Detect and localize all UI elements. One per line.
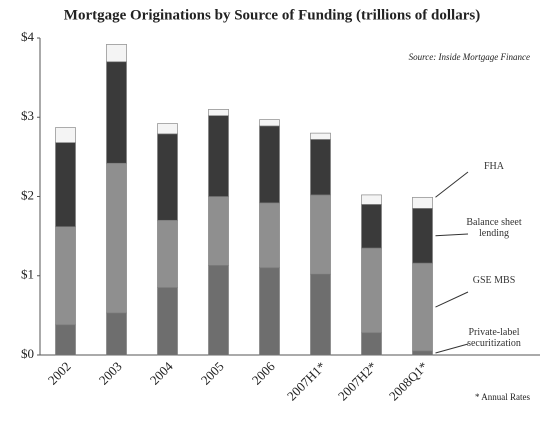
bar-segment	[157, 123, 178, 135]
bar-segment	[208, 196, 229, 266]
legend-arrow	[435, 233, 469, 237]
bar-segment	[55, 142, 76, 227]
legend-arrow	[435, 343, 469, 354]
bar-segment	[310, 273, 331, 356]
bar-segment	[208, 265, 229, 356]
source-note: Source: Inside Mortgage Finance	[409, 52, 530, 62]
bar-segment	[259, 119, 280, 127]
bar-segment	[55, 226, 76, 326]
legend-label: FHA	[483, 161, 504, 172]
x-tick-label: 2003	[96, 359, 125, 388]
bar-segment	[412, 350, 433, 356]
x-tick-label: 2006	[249, 358, 278, 387]
legend-arrow	[435, 291, 469, 308]
bar-segment	[310, 194, 331, 275]
bar-segment	[259, 267, 280, 356]
chart-title: Mortgage Originations by Source of Fundi…	[64, 7, 480, 23]
legend-label: GSE MBS	[472, 275, 516, 286]
bar-segment	[55, 324, 76, 356]
x-tick-label: 2004	[147, 358, 176, 387]
bar-segment	[361, 194, 382, 205]
legend-arrow	[435, 171, 469, 198]
bar-segment	[310, 139, 331, 196]
bar-segment	[412, 196, 433, 209]
bar-segment	[361, 204, 382, 249]
bar-segment	[361, 247, 382, 334]
x-tick-label: 2005	[198, 359, 227, 388]
bar-segment	[106, 44, 127, 63]
y-tick-label: $0	[21, 346, 34, 361]
y-tick-label: $4	[21, 29, 35, 44]
bar-segment	[157, 287, 178, 356]
bar-segment	[55, 127, 76, 143]
bar-segment	[106, 162, 127, 314]
legend-label: Balance sheet lending	[466, 217, 522, 239]
bar-segment	[208, 115, 229, 197]
bar-segment	[310, 132, 331, 140]
x-tick-label: 2007H2*	[335, 359, 380, 404]
x-tick-label: 2007H1*	[284, 359, 329, 404]
bar-segment	[106, 61, 127, 164]
bar-segment	[361, 332, 382, 356]
y-tick-label: $3	[21, 108, 34, 123]
footnote: * Annual Rates	[475, 392, 530, 402]
bar-segment	[259, 125, 280, 204]
bar-segment	[208, 109, 229, 116]
bar-segment	[412, 262, 433, 352]
y-tick-label: $1	[21, 267, 34, 282]
legend-label: Private-label securitization	[467, 327, 521, 349]
bar-segment	[157, 219, 178, 288]
bar-segment	[259, 202, 280, 269]
bar-segment	[157, 133, 178, 221]
x-tick-label: 2008Q1*	[386, 359, 431, 404]
bar-segment	[106, 312, 127, 356]
x-tick-label: 2002	[45, 359, 74, 388]
y-tick-label: $2	[21, 187, 34, 202]
bar-segment	[412, 208, 433, 264]
